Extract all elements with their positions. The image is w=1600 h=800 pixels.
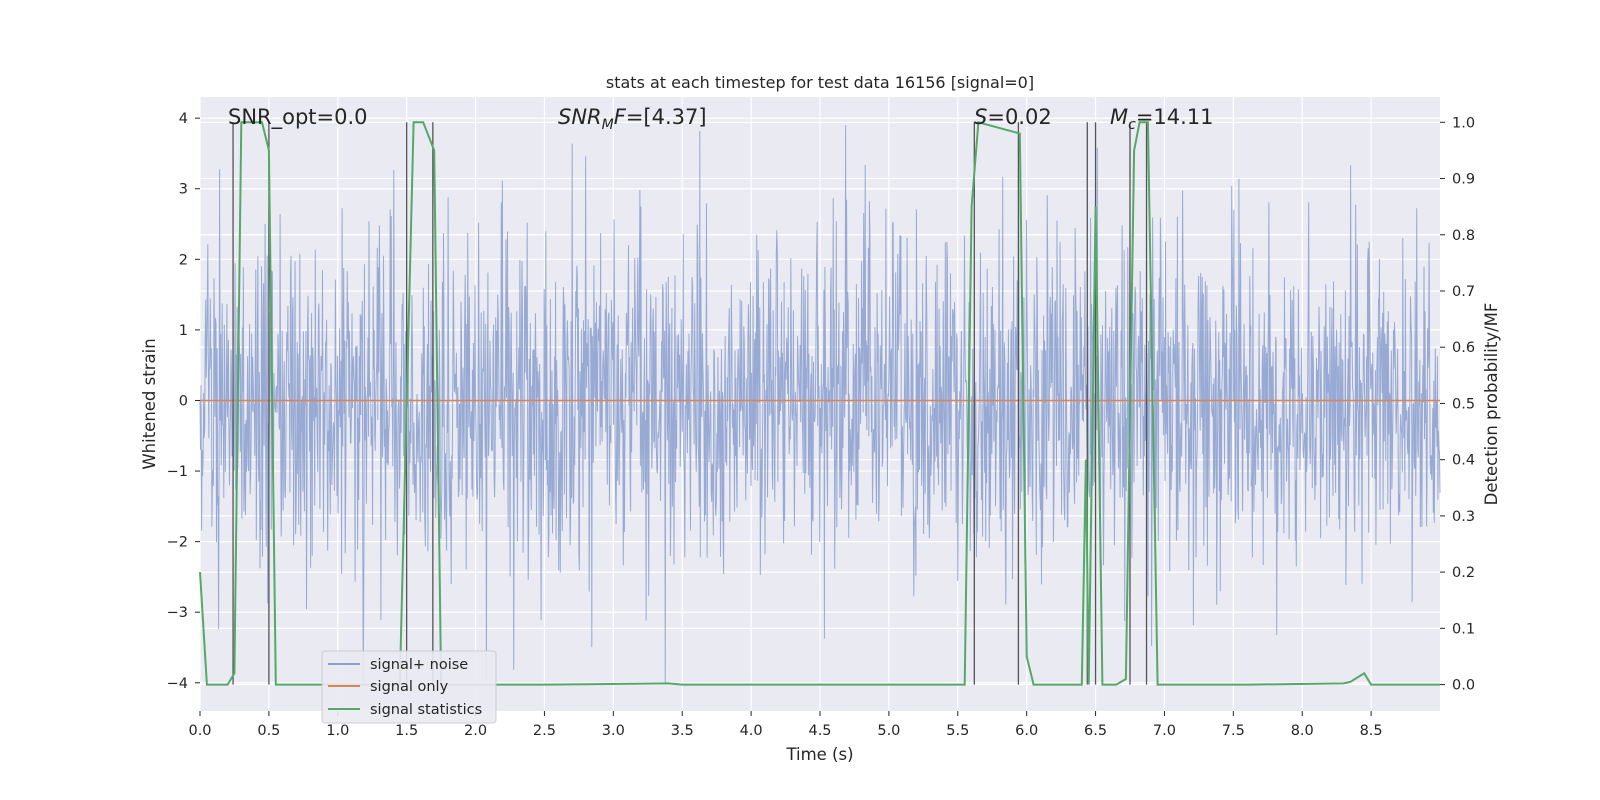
y2-tick-label: 0.2 (1452, 565, 1475, 581)
y2-axis-ticks: 1.0 0.9 0.8 0.7 0.6 0.5 0.4 0.3 0.2 0.1 0.0 (1440, 115, 1475, 694)
legend: signal+ noise signal only signal statist… (321, 650, 497, 724)
y-tick-label: 3 (179, 182, 188, 198)
y2-tick-label: 0.6 (1452, 340, 1475, 356)
y-tick-label: −1 (167, 464, 188, 480)
y2-tick-label: 0.1 (1452, 621, 1475, 637)
y-tick-label: 1 (179, 323, 188, 339)
y2-tick-label: 0.8 (1452, 228, 1475, 244)
legend-label-signal-noise: signal+ noise (370, 657, 468, 673)
x-tick-label: 1.5 (395, 723, 418, 739)
x-axis-label: Time (s) (785, 745, 853, 764)
annotation-snr-opt: SNR_opt=0.0 (228, 105, 368, 130)
x-tick-label: 2.5 (533, 723, 556, 739)
y2-tick-label: 0.7 (1452, 284, 1475, 300)
legend-box (321, 650, 497, 724)
y-axis-ticks: 4 3 2 1 0 −1 −2 −3 −4 (167, 111, 200, 692)
x-tick-label: 5.0 (877, 723, 900, 739)
y-tick-label: 2 (179, 252, 188, 268)
annotation-s: S=0.02 (974, 105, 1052, 129)
y2-tick-label: 0.0 (1452, 678, 1475, 694)
y2-tick-label: 1.0 (1452, 115, 1475, 131)
y2-tick-label: 0.4 (1452, 453, 1475, 469)
x-tick-label: 0.5 (257, 723, 280, 739)
x-tick-label: 4.0 (740, 723, 763, 739)
y2-axis-label: Detection probability/MF (1482, 303, 1501, 506)
x-tick-label: 8.5 (1360, 723, 1383, 739)
legend-label-signal-only: signal only (370, 679, 449, 695)
x-tick-label: 3.0 (602, 723, 625, 739)
y-tick-label: −3 (167, 605, 188, 621)
x-tick-label: 5.5 (946, 723, 969, 739)
y-tick-label: 0 (179, 393, 188, 409)
y2-tick-label: 0.9 (1452, 172, 1475, 188)
y2-tick-label: 0.3 (1452, 509, 1475, 525)
x-tick-label: 0.0 (188, 723, 211, 739)
y2-tick-label: 0.5 (1452, 396, 1475, 412)
grid-lines (199, 97, 1440, 711)
annotation-snr-mf: SNRMF=[4.37] (558, 105, 707, 133)
y-tick-label: −2 (167, 535, 188, 551)
vertical-markers (232, 122, 1148, 685)
x-tick-label: 3.5 (671, 723, 694, 739)
x-tick-label: 2.0 (464, 723, 487, 739)
series-signal-statistics (199, 121, 1440, 686)
x-tick-label: 4.5 (808, 723, 831, 739)
x-tick-label: 6.5 (1084, 723, 1107, 739)
chart-title: stats at each timestep for test data 161… (606, 73, 1034, 92)
annotations: SNR_opt=0.0 SNRMF=[4.37] S=0.02 Mc=14.11 (228, 105, 1214, 133)
y-axis-label: Whitened strain (140, 338, 159, 469)
y-tick-label: 4 (179, 111, 188, 127)
x-tick-label: 6.0 (1015, 723, 1038, 739)
x-tick-label: 7.0 (1153, 723, 1176, 739)
x-tick-label: 8.0 (1291, 723, 1314, 739)
x-tick-label: 1.0 (326, 723, 349, 739)
y-tick-label: −4 (167, 676, 188, 692)
x-axis-ticks: 0.0 0.5 1.0 1.5 2.0 2.5 3.0 3.5 4.0 4.5 5.0 5.5 6.0 6… (188, 711, 1383, 739)
x-tick-label: 7.5 (1222, 723, 1245, 739)
annotation-mc: Mc=14.11 (1110, 105, 1214, 133)
legend-label-signal-statistics: signal statistics (370, 702, 482, 718)
signal-statistics-line (199, 121, 1440, 686)
